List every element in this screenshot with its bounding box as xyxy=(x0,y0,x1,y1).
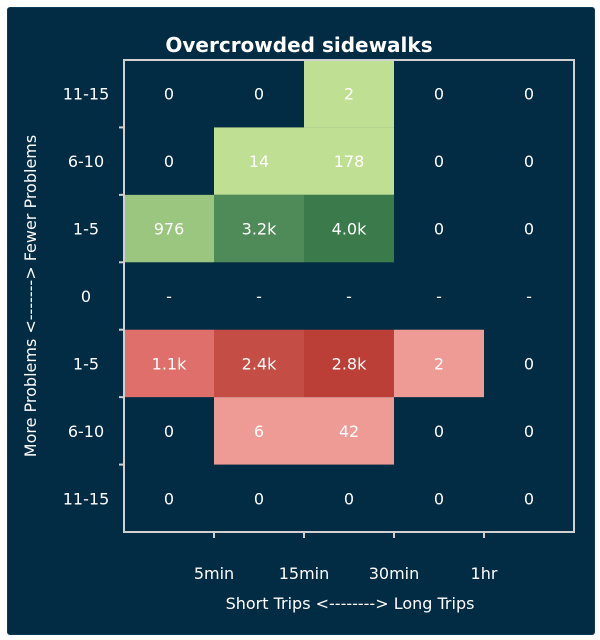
cell-value-label: 0 xyxy=(524,422,534,441)
cell-value-label: 0 xyxy=(254,489,264,508)
cell-value-label: 0 xyxy=(164,85,174,104)
x-tick-label: 15min xyxy=(279,564,330,583)
cell-value-label: 42 xyxy=(339,422,359,441)
heatmap-chart: 0 0 2 0 0 0 14 178 0 0 976 3.2k 4.0k 0 0 - - - - - 1.1k 2.4k 2… xyxy=(21,33,575,613)
heatmap-cell xyxy=(124,329,214,398)
cell-value-label: 2 xyxy=(434,354,444,373)
cell-value-label: 976 xyxy=(154,220,185,239)
cell-value-label: 0 xyxy=(164,489,174,508)
cell-value-label: 6 xyxy=(254,422,264,441)
cell-value-label: 3.2k xyxy=(242,220,277,239)
labels-layer: 0 0 2 0 0 0 14 178 0 0 976 3.2k 4.0k 0 0 - - - - - 1.1k 2.4k 2… xyxy=(63,85,534,583)
y-tick-label: 11-15 xyxy=(63,85,110,104)
cell-value-label: 0 xyxy=(524,489,534,508)
cell-value-label: 0 xyxy=(524,152,534,171)
cell-value-label: - xyxy=(436,287,442,306)
cells-layer xyxy=(124,60,484,465)
y-tick-label: 11-15 xyxy=(63,489,110,508)
cell-value-label: 2.8k xyxy=(332,354,367,373)
cell-value-label: - xyxy=(166,287,172,306)
chart-card: 0 0 2 0 0 0 14 178 0 0 976 3.2k 4.0k 0 0 - - - - - 1.1k 2.4k 2… xyxy=(7,7,595,635)
cell-value-label: 4.0k xyxy=(332,220,367,239)
cell-value-label: 14 xyxy=(249,152,269,171)
chart-title: Overcrowded sidewalks xyxy=(165,33,432,57)
cell-value-label: 0 xyxy=(434,422,444,441)
y-axis-label: More Problems <-------> Fewer Problems xyxy=(21,135,40,457)
heatmap-cell xyxy=(394,329,484,398)
heatmap-cell xyxy=(214,397,304,465)
cell-value-label: 2.4k xyxy=(242,354,277,373)
cell-value-label: 0 xyxy=(434,220,444,239)
cell-value-label: - xyxy=(346,287,352,306)
cell-value-label: 1.1k xyxy=(152,354,187,373)
y-tick-label: 6-10 xyxy=(68,152,104,171)
y-tick-label: 0 xyxy=(81,287,91,306)
cell-value-label: 2 xyxy=(344,85,354,104)
cell-value-label: 0 xyxy=(434,152,444,171)
heatmap-cell xyxy=(214,194,304,263)
x-tick-label: 30min xyxy=(369,564,420,583)
heatmap-cell xyxy=(304,194,394,263)
heatmap-cell xyxy=(304,127,394,195)
cell-value-label: - xyxy=(526,287,532,306)
cell-value-label: - xyxy=(256,287,262,306)
heatmap-cell xyxy=(304,397,394,465)
ticks-layer xyxy=(119,126,485,538)
x-tick-label: 5min xyxy=(194,564,234,583)
heatmap-cell xyxy=(304,60,394,128)
heatmap-cell xyxy=(304,329,394,398)
heatmap-cell xyxy=(124,194,214,263)
x-axis-label: Short Trips <--------> Long Trips xyxy=(226,594,475,613)
cell-value-label: 0 xyxy=(524,354,534,373)
cell-value-label: 0 xyxy=(164,422,174,441)
cell-value-label: 0 xyxy=(434,85,444,104)
cell-value-label: 0 xyxy=(164,152,174,171)
heatmap-cell xyxy=(214,127,304,195)
y-tick-label: 1-5 xyxy=(73,220,99,239)
cell-value-label: 0 xyxy=(524,220,534,239)
y-tick-label: 6-10 xyxy=(68,422,104,441)
cell-value-label: 0 xyxy=(524,85,534,104)
cell-value-label: 178 xyxy=(334,152,365,171)
x-tick-label: 1hr xyxy=(471,564,498,583)
cell-value-label: 0 xyxy=(344,489,354,508)
cell-value-label: 0 xyxy=(254,85,264,104)
cell-value-label: 0 xyxy=(434,489,444,508)
plot-frame xyxy=(123,59,575,533)
y-tick-label: 1-5 xyxy=(73,354,99,373)
heatmap-cell xyxy=(214,329,304,398)
